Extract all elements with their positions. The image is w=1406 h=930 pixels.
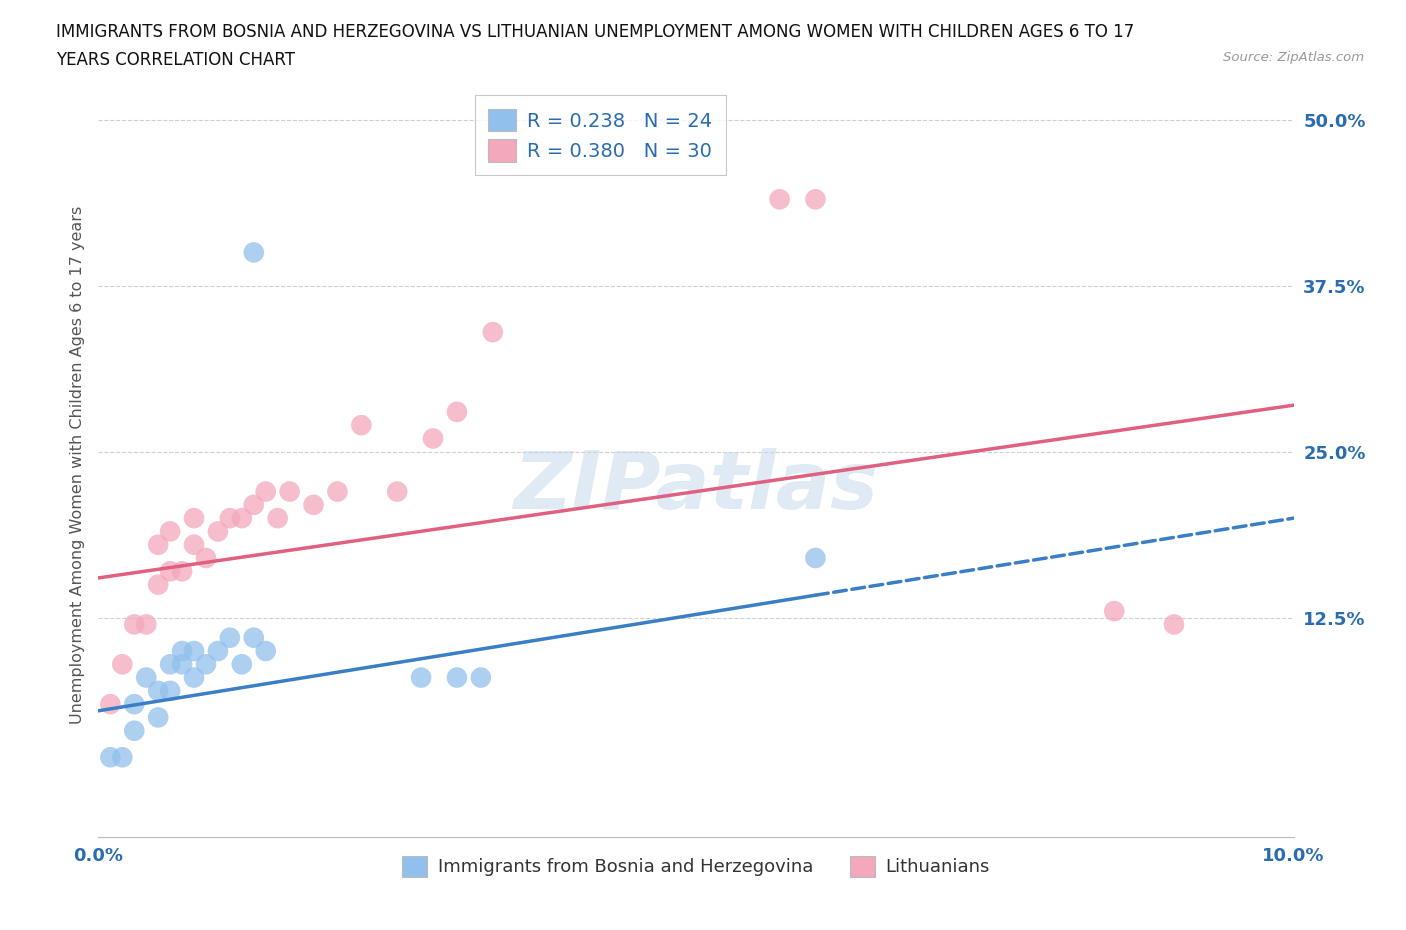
Legend: Immigrants from Bosnia and Herzegovina, Lithuanians: Immigrants from Bosnia and Herzegovina, … bbox=[395, 848, 997, 884]
Point bbox=[804, 192, 827, 206]
Point bbox=[172, 657, 194, 671]
Point bbox=[231, 511, 253, 525]
Point bbox=[183, 671, 205, 685]
Point bbox=[135, 617, 157, 631]
Point bbox=[148, 578, 170, 592]
Point bbox=[446, 405, 468, 419]
Point bbox=[195, 657, 218, 671]
Point bbox=[159, 684, 181, 698]
Point bbox=[243, 245, 266, 259]
Point bbox=[804, 551, 827, 565]
Point bbox=[482, 325, 505, 339]
Point bbox=[302, 498, 325, 512]
Text: YEARS CORRELATION CHART: YEARS CORRELATION CHART bbox=[56, 51, 295, 69]
Text: ZIPatlas: ZIPatlas bbox=[513, 448, 879, 526]
Point bbox=[219, 511, 242, 525]
Point bbox=[148, 710, 170, 724]
Point bbox=[278, 485, 301, 499]
Point bbox=[243, 631, 266, 645]
Point bbox=[124, 697, 146, 711]
Point bbox=[243, 498, 266, 512]
Text: IMMIGRANTS FROM BOSNIA AND HERZEGOVINA VS LITHUANIAN UNEMPLOYMENT AMONG WOMEN WI: IMMIGRANTS FROM BOSNIA AND HERZEGOVINA V… bbox=[56, 23, 1135, 41]
Point bbox=[231, 657, 253, 671]
Y-axis label: Unemployment Among Women with Children Ages 6 to 17 years: Unemployment Among Women with Children A… bbox=[69, 206, 84, 724]
Point bbox=[98, 750, 122, 764]
Point bbox=[385, 485, 409, 499]
Point bbox=[446, 671, 468, 685]
Point bbox=[172, 644, 194, 658]
Point bbox=[172, 564, 194, 578]
Point bbox=[159, 657, 181, 671]
Point bbox=[159, 564, 181, 578]
Point bbox=[183, 511, 205, 525]
Point bbox=[183, 644, 205, 658]
Point bbox=[148, 684, 170, 698]
Point bbox=[111, 657, 134, 671]
Point bbox=[1163, 617, 1185, 631]
Point bbox=[219, 631, 242, 645]
Point bbox=[111, 750, 134, 764]
Point bbox=[422, 431, 444, 445]
Point bbox=[411, 671, 433, 685]
Point bbox=[470, 671, 492, 685]
Point bbox=[98, 697, 122, 711]
Point bbox=[124, 724, 146, 738]
Point bbox=[350, 418, 373, 432]
Point bbox=[148, 538, 170, 552]
Point bbox=[195, 551, 218, 565]
Text: Source: ZipAtlas.com: Source: ZipAtlas.com bbox=[1223, 51, 1364, 64]
Point bbox=[1104, 604, 1126, 618]
Point bbox=[183, 538, 205, 552]
Point bbox=[326, 485, 349, 499]
Point bbox=[124, 617, 146, 631]
Point bbox=[254, 644, 277, 658]
Point bbox=[254, 485, 277, 499]
Point bbox=[769, 192, 792, 206]
Point bbox=[135, 671, 157, 685]
Point bbox=[267, 511, 290, 525]
Point bbox=[207, 524, 229, 538]
Point bbox=[159, 524, 181, 538]
Point bbox=[207, 644, 229, 658]
